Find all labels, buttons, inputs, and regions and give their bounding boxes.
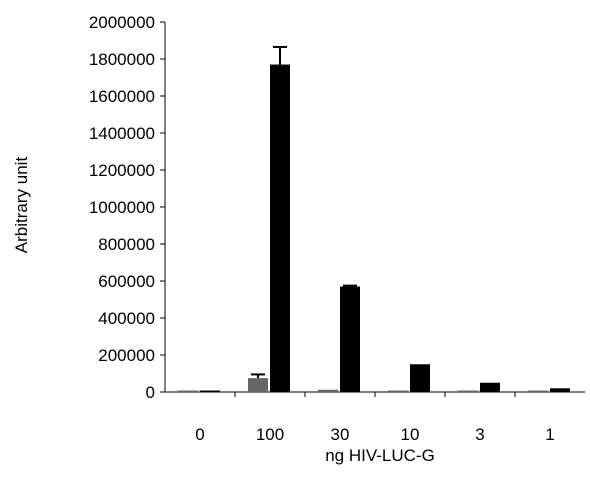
bars: [178, 45, 570, 393]
y-tick-label: 1800000: [89, 50, 155, 69]
y-tick-label: 800000: [98, 235, 155, 254]
x-tick-label: 10: [401, 425, 420, 444]
bar: [458, 390, 478, 392]
bar: [200, 390, 220, 392]
y-tick-label: 1400000: [89, 124, 155, 143]
bar: [528, 390, 548, 392]
y-axis: 0 200000 400000 600000 800000 1000000 1200000 1…: [89, 13, 166, 402]
bar: [270, 64, 290, 393]
x-tick-label: 3: [475, 425, 484, 444]
bar: [340, 286, 360, 392]
bar: [178, 390, 198, 392]
y-tick-label: 2000000: [89, 13, 155, 32]
y-tick-label: 200000: [98, 346, 155, 365]
x-axis-label: ng HIV-LUC-G: [325, 446, 435, 465]
bar: [318, 389, 338, 392]
bar: [248, 378, 268, 392]
x-axis: 0 100 30 10 3 1: [165, 391, 585, 444]
x-tick-label: 100: [256, 425, 284, 444]
bar: [410, 364, 430, 392]
y-tick-label: 1600000: [89, 87, 155, 106]
bar: [480, 382, 500, 392]
x-tick-label: 30: [331, 425, 350, 444]
y-axis-label: Arbitrary unit: [12, 157, 31, 254]
x-tick-label: 1: [545, 425, 554, 444]
y-tick-label: 0: [146, 383, 155, 402]
y-tick-label: 1200000: [89, 161, 155, 180]
y-tick-label: 1000000: [89, 198, 155, 217]
y-tick-label: 600000: [98, 272, 155, 291]
x-tick-label: 0: [195, 425, 204, 444]
y-tick-label: 400000: [98, 309, 155, 328]
bar: [388, 390, 408, 392]
bar: [550, 388, 570, 392]
